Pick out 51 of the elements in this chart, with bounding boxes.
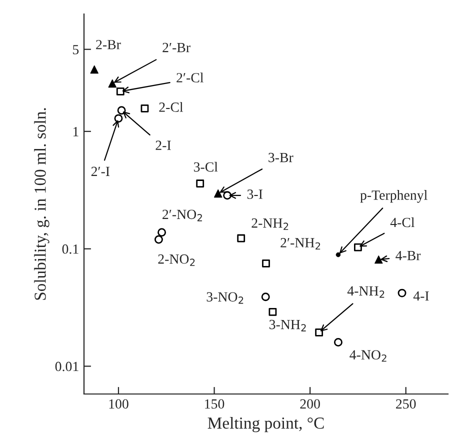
y-tick-label: 0.01 <box>55 362 78 372</box>
y-axis-title: Solubility, g. in 100 ml. soln. <box>34 108 50 300</box>
annotation: 3-I <box>247 190 262 199</box>
annotation: 2′-Br <box>162 42 190 52</box>
x-tick-label: 100 <box>109 399 128 409</box>
point <box>154 235 163 244</box>
annotation: 2-I <box>156 140 171 150</box>
annotation: 2′-NH$_{2}$ <box>280 238 320 250</box>
annotation: p-Terphenyl <box>360 190 428 203</box>
point <box>140 104 149 112</box>
annotation: 3-NO$_{2}$ <box>206 292 244 304</box>
x-tick-label: 150 <box>205 399 224 409</box>
point <box>261 292 270 302</box>
annotation: 3-NH$_{2}$ <box>269 320 306 332</box>
annotation: 4-NH$_{2}$ <box>347 286 384 298</box>
annotation: 4-Cl <box>390 217 415 228</box>
annotation: 2′-I <box>91 166 110 176</box>
point <box>398 288 406 298</box>
point <box>214 189 222 198</box>
annotation: 3-Cl <box>194 162 218 172</box>
point <box>268 308 277 316</box>
annotation: 2′-Cl <box>176 72 204 82</box>
x-axis-title: Melting point, °C <box>208 417 324 432</box>
annotation: 3-Br <box>268 152 294 162</box>
point <box>223 191 232 200</box>
point <box>117 106 126 115</box>
point <box>196 180 204 188</box>
annotation: 2-Cl <box>159 102 184 112</box>
annotation: 4-Br <box>396 250 421 260</box>
annotation: 2-NO$_{2}$ <box>158 254 195 266</box>
annotation: 2-NH$_{2}$ <box>252 218 288 230</box>
x-tick-label: 200 <box>300 399 320 409</box>
point <box>116 87 124 96</box>
point <box>237 234 246 242</box>
point <box>354 243 362 252</box>
point <box>334 338 342 346</box>
point <box>90 65 98 74</box>
point <box>315 328 324 336</box>
y-tick-label: 1 <box>73 127 78 136</box>
annotation: 4-NO$_{2}$ <box>350 350 386 362</box>
y-tick-label: 0.1 <box>62 244 78 254</box>
annotation: 2′-NO$_{2}$ <box>162 210 202 222</box>
point <box>158 228 166 237</box>
y-tick-label: 5 <box>73 45 79 54</box>
point <box>262 260 270 268</box>
point <box>114 114 123 123</box>
x-tick-label: 250 <box>396 399 416 409</box>
point <box>374 255 383 264</box>
annotation: 2-Br <box>96 40 121 50</box>
point <box>108 79 116 88</box>
annotation: 4-I <box>413 291 429 301</box>
